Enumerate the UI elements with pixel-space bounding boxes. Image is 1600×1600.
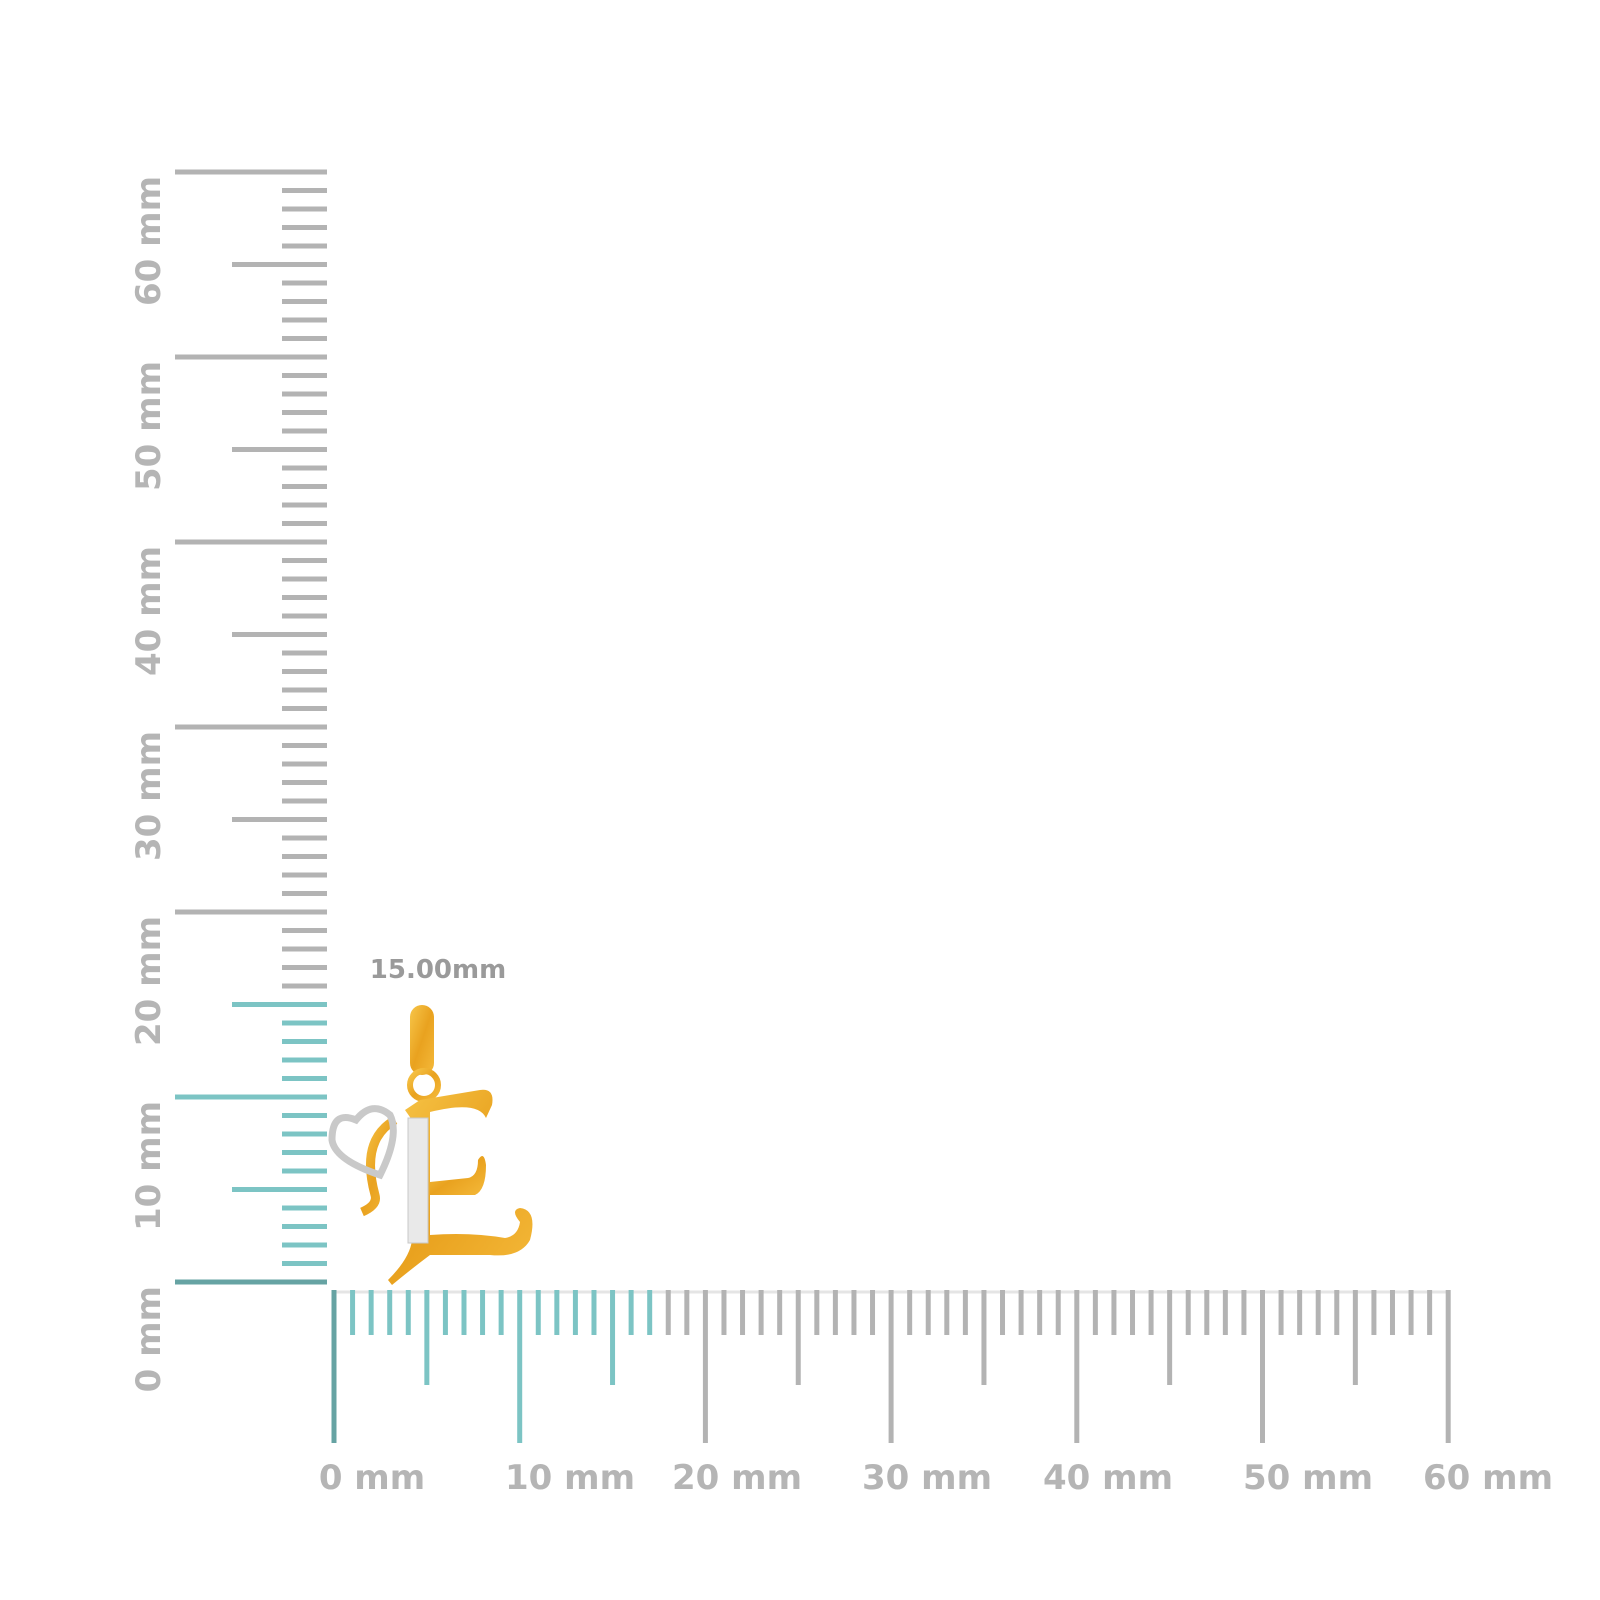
ruler-label: 60 mm [129, 176, 169, 306]
ruler-label: 0 mm [129, 1286, 169, 1392]
ruler-label: 10 mm [505, 1458, 635, 1498]
ruler-label: 30 mm [129, 731, 169, 861]
pendant [328, 1005, 533, 1285]
ruler-label: 40 mm [1043, 1458, 1173, 1498]
ruler-label: 10 mm [129, 1101, 169, 1231]
ruler-label: 50 mm [1243, 1458, 1373, 1498]
ruler-label: 40 mm [129, 546, 169, 676]
ruler-label: 0 mm [319, 1458, 425, 1498]
ruler-label: 20 mm [129, 916, 169, 1046]
ruler-label: 20 mm [672, 1458, 802, 1498]
dimension-label: 15.00mm [370, 955, 506, 985]
ruler-label: 60 mm [1423, 1458, 1553, 1498]
ruler-label: 30 mm [862, 1458, 992, 1498]
ruler-label: 50 mm [129, 361, 169, 491]
